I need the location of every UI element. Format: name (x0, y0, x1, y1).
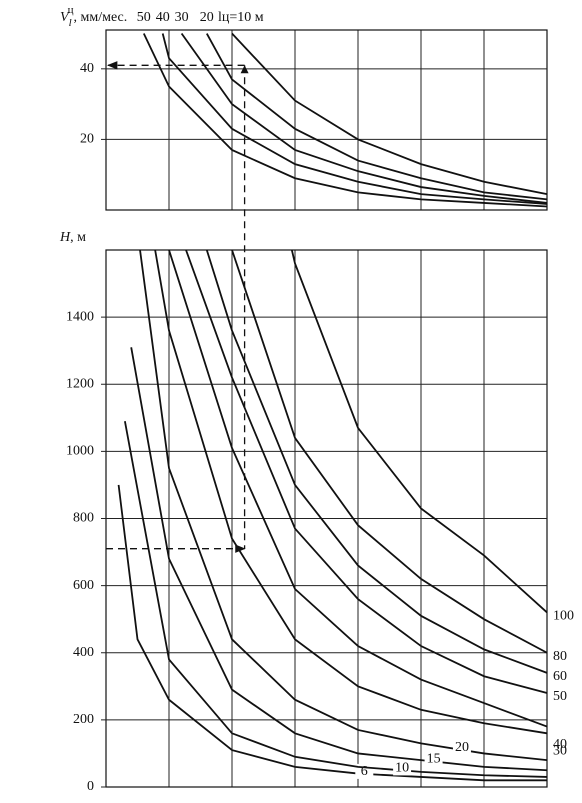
curve-label: 50 (553, 689, 567, 704)
example-point (240, 65, 249, 74)
curve-label: lц=10 м (218, 10, 264, 25)
y-label-rest: , м (70, 230, 86, 245)
curve-label: 20 (200, 10, 214, 25)
y-label-main: V (60, 10, 70, 25)
y-tick-label: 200 (73, 712, 94, 727)
y-label-sub: l (69, 17, 72, 29)
curve (185, 249, 548, 694)
y-label-rest: , мм/мес. (74, 10, 128, 25)
curve-label: 80 (553, 649, 567, 664)
y-tick-label: 1000 (66, 444, 94, 459)
curve (161, 33, 548, 205)
y-axis-label: H, м (59, 230, 86, 245)
y-label-main: H (59, 230, 71, 245)
curve (130, 347, 548, 772)
y-tick-label: 600 (73, 578, 94, 593)
curve (206, 33, 548, 201)
curve (154, 249, 548, 735)
curve-label: 50 (137, 10, 151, 25)
curve (231, 249, 548, 654)
curve (124, 421, 548, 778)
curve-label-bg (393, 760, 412, 776)
y-tick-label: 40 (80, 61, 94, 76)
curve-label-bg (424, 751, 443, 767)
curve-label: 40 (553, 737, 567, 752)
y-label-sup: ц (68, 4, 74, 16)
curve-label: 6 (361, 764, 368, 779)
curve (139, 249, 548, 762)
y-tick-label: 800 (73, 511, 94, 526)
curve (168, 249, 548, 728)
curve-label: 15 (427, 752, 441, 767)
curve (180, 33, 548, 204)
y-tick-label: 0 (87, 779, 94, 794)
plot-frame (105, 29, 548, 211)
curve-label: 30 (175, 10, 189, 25)
curve (290, 249, 548, 614)
curve-label: 20 (455, 740, 469, 755)
curve (117, 484, 547, 782)
curve (231, 32, 548, 196)
curve-label: 100 (553, 609, 574, 624)
y-tick-label: 400 (73, 645, 94, 660)
curve-label: 40 (156, 10, 170, 25)
curve-label: 10 (395, 761, 409, 776)
curve (205, 249, 548, 674)
curve (142, 33, 548, 208)
y-tick-label: 1200 (66, 376, 94, 391)
curve-label: 30 (553, 744, 567, 759)
curve-label-bg (452, 739, 471, 755)
y-tick-label: 1400 (66, 309, 94, 324)
y-tick-label: 20 (80, 132, 94, 147)
y-axis-label: Vlц, мм/мес. (60, 4, 127, 29)
curve-label: 60 (553, 669, 567, 684)
